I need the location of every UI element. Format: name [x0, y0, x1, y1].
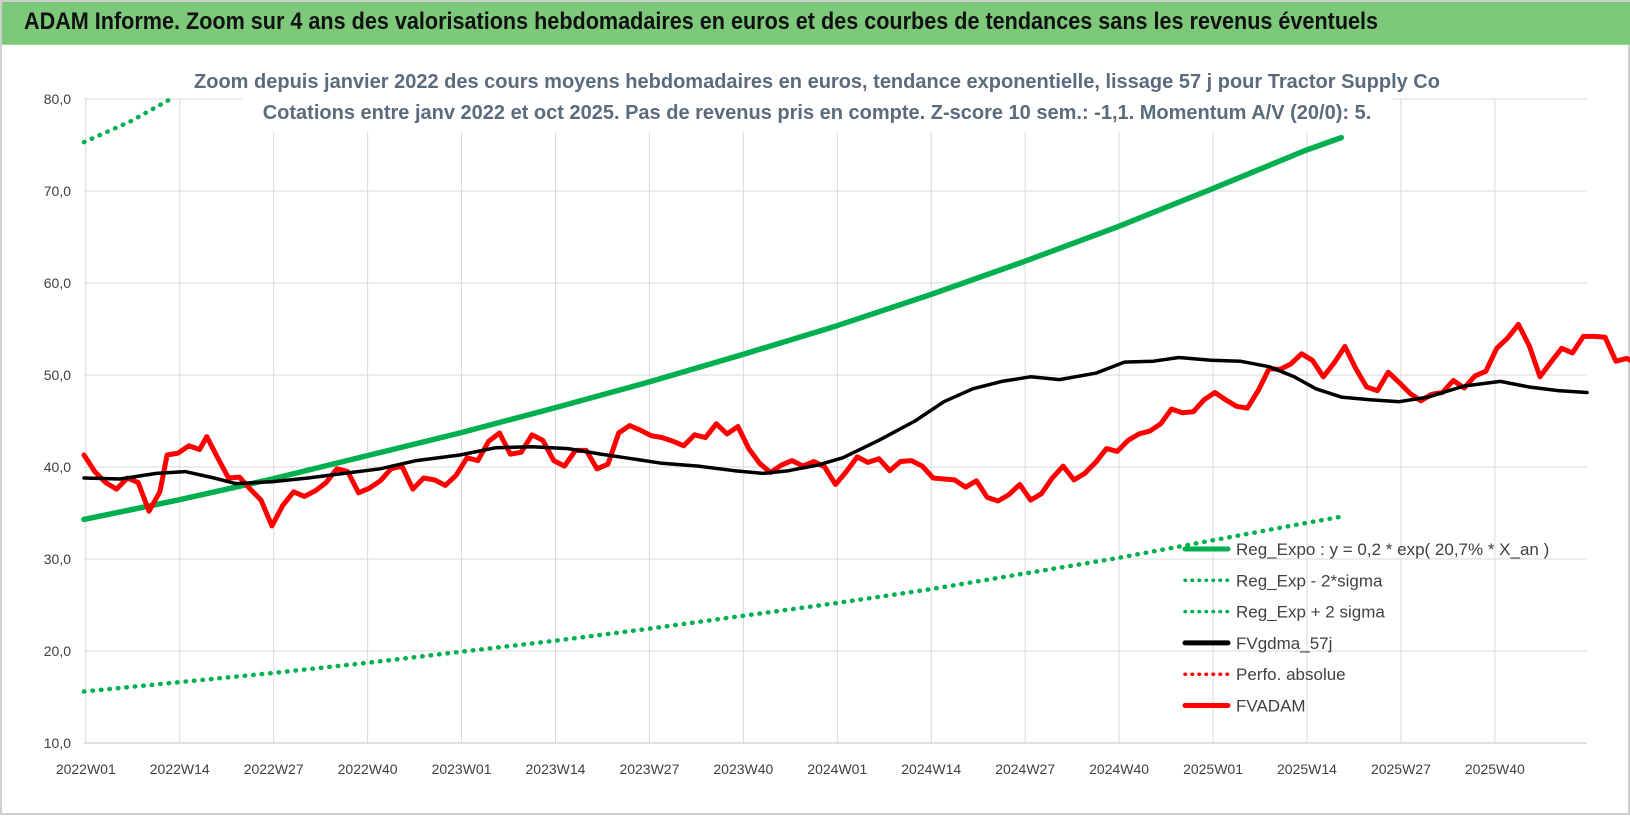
x-tick-label: 2025W01	[1183, 761, 1243, 777]
x-tick-label: 2023W01	[432, 761, 492, 777]
legend-label: Reg_Exp - 2*sigma	[1236, 571, 1383, 590]
x-tick-label: 2024W40	[1089, 761, 1149, 777]
y-tick-label: 30,0	[44, 551, 71, 567]
legend-label: FVgdma_57j	[1236, 634, 1332, 653]
y-tick-label: 50,0	[44, 367, 71, 383]
series-line-1	[81, 514, 1344, 694]
legend-label: Reg_Exp + 2 sigma	[1236, 603, 1385, 622]
legend-label: Perfo. absolue	[1236, 665, 1346, 684]
header-bar: ADAM Informe. Zoom sur 4 ans des valoris…	[2, 2, 1630, 45]
legend: Reg_Expo : y = 0,2 * exp( 20,7% * X_an )…	[1182, 540, 1549, 716]
series-line-3	[82, 355, 1589, 486]
series-line-0	[81, 134, 1345, 523]
grid	[84, 98, 1587, 744]
x-axis-ticks: 2022W01 2022W14 2022W27 2022W40 2023W01 2023W…	[56, 761, 1525, 777]
y-tick-label: 40,0	[44, 459, 71, 475]
legend-label: Reg_Expo : y = 0,2 * exp( 20,7% * X_an )	[1236, 540, 1549, 559]
x-tick-label: 2022W14	[150, 761, 210, 777]
x-tick-label: 2025W40	[1465, 761, 1525, 777]
series-line-2	[81, 96, 173, 145]
page-title: ADAM Informe. Zoom sur 4 ans des valoris…	[24, 8, 1379, 35]
x-tick-label: 2025W27	[1371, 761, 1431, 777]
x-tick-label: 2022W27	[244, 761, 304, 777]
y-tick-label: 10,0	[44, 735, 71, 751]
x-tick-label: 2024W27	[995, 761, 1055, 777]
chart-title: Zoom depuis janvier 2022 des cours moyen…	[194, 71, 1440, 93]
x-tick-label: 2022W40	[338, 761, 398, 777]
legend-label: FVADAM	[1236, 697, 1306, 716]
y-tick-label: 70,0	[44, 183, 71, 199]
series	[81, 96, 1630, 694]
y-tick-label: 20,0	[44, 643, 71, 659]
chart-subtitle: Cotations entre janv 2022 et oct 2025. P…	[263, 102, 1372, 124]
title-background	[242, 60, 1392, 132]
y-tick-label: 80,0	[44, 91, 71, 107]
x-tick-label: 2024W14	[901, 761, 961, 777]
series-line-5	[81, 321, 1630, 529]
x-tick-label: 2023W27	[619, 761, 679, 777]
y-axis-ticks: 10,0 20,0 30,0 40,0 50,0 60,0 70,0 80,0	[44, 91, 71, 751]
x-tick-label: 2023W40	[713, 761, 773, 777]
x-tick-label: 2022W01	[56, 761, 116, 777]
x-tick-label: 2025W14	[1277, 761, 1337, 777]
x-tick-label: 2023W14	[526, 761, 586, 777]
x-tick-label: 2024W01	[807, 761, 867, 777]
y-tick-label: 60,0	[44, 275, 71, 291]
